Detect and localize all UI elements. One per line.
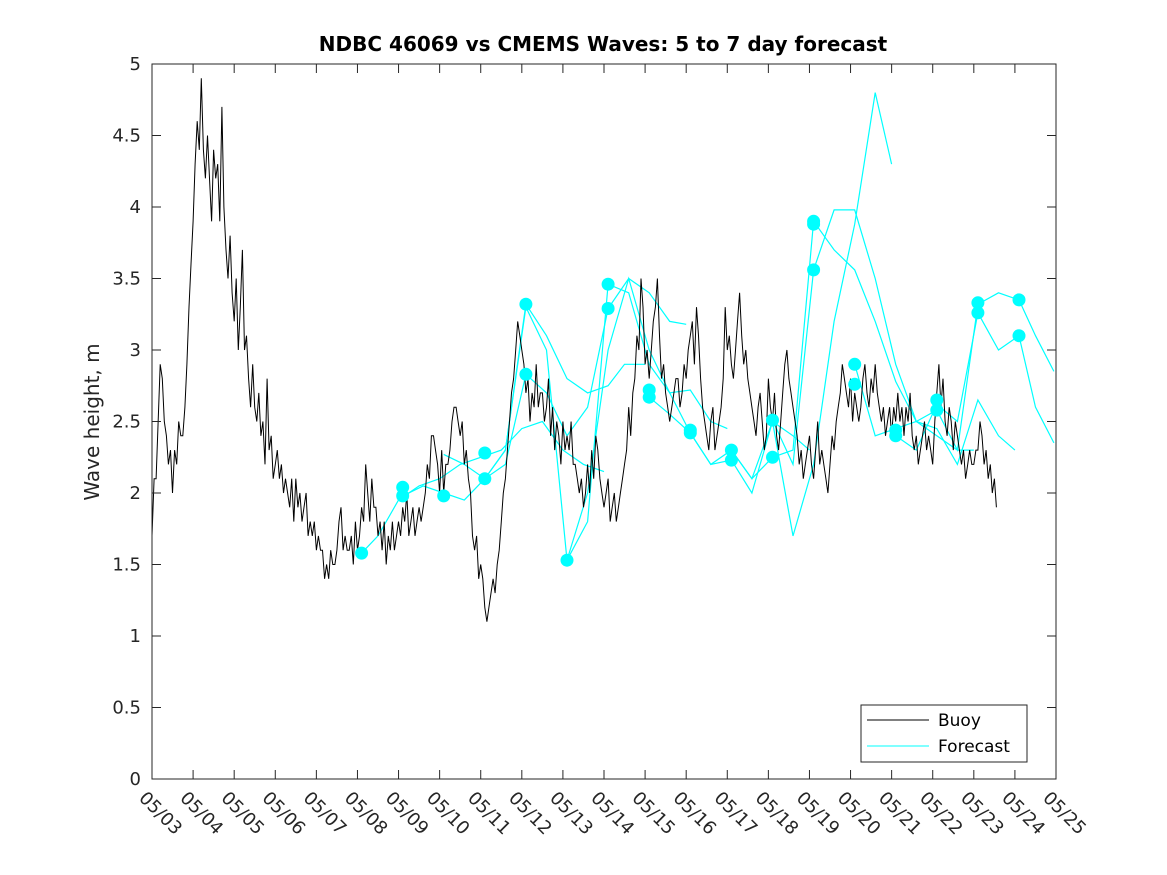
y-tick-label: 4.5 bbox=[112, 126, 141, 147]
y-tick-label: 5 bbox=[130, 54, 141, 75]
chart-title: NDBC 46069 vs CMEMS Waves: 5 to 7 day fo… bbox=[319, 32, 888, 56]
y-tick-label: 3 bbox=[130, 340, 141, 361]
forecast-marker-31 bbox=[1012, 293, 1026, 307]
buoy-line bbox=[152, 78, 997, 622]
y-axis-label: Wave height, m bbox=[80, 343, 104, 500]
forecast-marker-28 bbox=[930, 403, 944, 417]
forecast-marker-23 bbox=[848, 357, 862, 371]
forecast-marker-30 bbox=[971, 306, 985, 320]
forecast-marker-6 bbox=[478, 472, 492, 486]
y-tick-label: 2.5 bbox=[112, 412, 141, 433]
forecast-marker-15 bbox=[683, 426, 697, 440]
y-tick-label: 2 bbox=[130, 483, 141, 504]
forecast-marker-19 bbox=[766, 450, 779, 464]
forecast-marker-7 bbox=[519, 297, 533, 311]
legend: Buoy Forecast bbox=[860, 704, 1028, 763]
forecast-marker-24 bbox=[848, 377, 862, 391]
legend-forecast-label: Forecast bbox=[938, 737, 1010, 757]
forecast-marker-29 bbox=[971, 296, 985, 310]
forecast-marker-1 bbox=[355, 546, 369, 560]
forecast-marker-16 bbox=[724, 443, 738, 457]
forecast-marker-9 bbox=[560, 553, 574, 567]
forecast-marker-18 bbox=[766, 413, 779, 427]
forecast-marker-4 bbox=[437, 489, 451, 503]
y-tick-label: 1 bbox=[130, 626, 141, 647]
forecast-marker-8 bbox=[519, 367, 533, 381]
y-tick-label: 4 bbox=[130, 197, 141, 218]
forecast-line-9 bbox=[854, 292, 1055, 453]
forecast-marker-32 bbox=[1012, 329, 1026, 343]
forecast-marker-5 bbox=[478, 446, 492, 460]
y-tick-label: 0.5 bbox=[112, 698, 141, 719]
y-tick-label: 3.5 bbox=[112, 269, 141, 290]
legend-buoy-label: Buoy bbox=[938, 711, 981, 731]
forecast-marker-11 bbox=[601, 302, 615, 315]
forecast-marker-10 bbox=[601, 277, 615, 291]
forecast-marker-21 bbox=[807, 217, 821, 231]
legend-box bbox=[860, 704, 1028, 763]
forecast-marker-3 bbox=[396, 489, 410, 503]
forecast-marker-17 bbox=[724, 453, 738, 467]
forecast-marker-26 bbox=[889, 429, 903, 443]
forecast-marker-27 bbox=[930, 393, 944, 407]
y-tick-label: 0 bbox=[130, 769, 141, 790]
y-tick-label: 1.5 bbox=[112, 555, 141, 576]
forecast-marker-13 bbox=[642, 390, 656, 404]
forecast-marker-22 bbox=[807, 263, 821, 277]
